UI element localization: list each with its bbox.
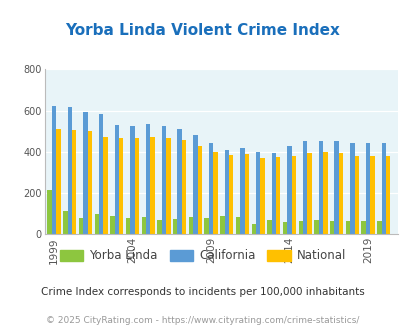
Bar [334,142,338,234]
Bar [79,218,83,234]
Bar [56,129,60,234]
Bar [313,220,318,234]
Bar [208,143,213,234]
Text: Yorba Linda Violent Crime Index: Yorba Linda Violent Crime Index [65,23,340,38]
Bar [173,219,177,234]
Bar [275,157,280,234]
Bar [134,138,139,234]
Bar [255,152,260,234]
Bar [188,217,193,234]
Bar [385,156,389,234]
Bar [87,131,92,234]
Bar [302,142,307,234]
Bar [166,138,170,234]
Bar [213,152,217,234]
Bar [47,190,52,234]
Legend: Yorba Linda, California, National: Yorba Linda, California, National [55,245,350,267]
Bar [197,146,201,234]
Bar [63,211,67,234]
Bar [298,221,302,234]
Bar [228,155,233,234]
Bar [260,158,264,234]
Bar [126,218,130,234]
Bar [235,217,240,234]
Text: Crime Index corresponds to incidents per 100,000 inhabitants: Crime Index corresponds to incidents per… [41,287,364,297]
Bar [307,153,311,234]
Bar [220,216,224,234]
Bar [376,221,381,234]
Bar [193,135,197,234]
Bar [130,126,134,234]
Bar [146,124,150,234]
Bar [318,142,322,234]
Bar [365,143,369,234]
Bar [244,154,248,234]
Bar [338,153,342,234]
Bar [369,156,374,234]
Bar [110,216,114,234]
Bar [150,137,154,234]
Bar [282,222,287,234]
Bar [322,152,327,234]
Text: © 2025 CityRating.com - https://www.cityrating.com/crime-statistics/: © 2025 CityRating.com - https://www.city… [46,316,359,325]
Bar [266,220,271,234]
Bar [52,106,56,234]
Bar [72,130,76,234]
Bar [157,220,161,234]
Bar [181,141,186,234]
Bar [291,156,295,234]
Bar [161,126,166,234]
Bar [271,153,275,234]
Bar [94,214,99,234]
Bar [360,221,365,234]
Bar [224,150,228,234]
Bar [141,217,146,234]
Bar [354,156,358,234]
Bar [177,129,181,234]
Bar [204,218,208,234]
Bar [83,112,87,234]
Bar [119,138,123,234]
Bar [67,108,72,234]
Bar [381,143,385,234]
Bar [251,224,255,234]
Bar [99,114,103,234]
Bar [287,146,291,234]
Bar [329,221,334,234]
Bar [240,148,244,234]
Bar [103,137,107,234]
Bar [114,125,119,234]
Bar [345,221,349,234]
Bar [349,143,354,234]
